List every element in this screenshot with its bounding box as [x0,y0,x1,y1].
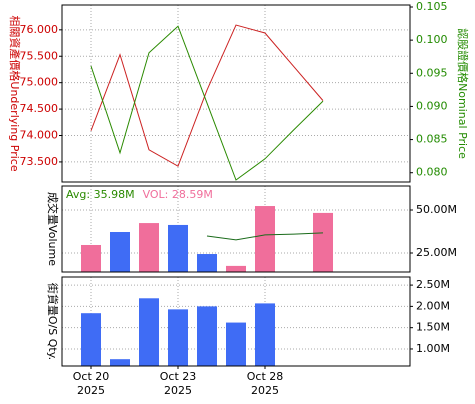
y-tick-label: 76.000 [20,23,59,36]
y2-axis-title: 認股證價格Nominal Price [456,28,470,159]
panel-frame [61,4,411,183]
x-tick-year: 2025 [77,384,105,397]
bar [226,265,246,272]
y2-tick-label: 0.095 [416,66,448,79]
avg-line [206,232,324,241]
y2-tick-label: 0.085 [416,133,448,146]
y-tick-label: 50.00M [416,203,457,216]
bar [139,223,159,272]
price-line [90,25,324,181]
x-tick-label: Oct 23 [160,370,197,383]
y-tick-label: 2.00M [416,299,450,312]
legend-entry: Avg: 35.98M [66,188,135,201]
price-line [90,24,324,167]
legend-entry: VOL: 28.59M [143,188,213,201]
bar [226,322,246,366]
bar [197,306,217,366]
bar [81,244,101,272]
x-tick-label: Oct 20 [73,370,110,383]
y-tick-label: 2.50M [416,278,450,291]
panel-frame [61,276,411,367]
y-tick-label: 75.000 [20,76,59,89]
y-tick-label: 73.500 [20,155,59,168]
bar [255,206,275,272]
y-tick-label: 25.00M [416,246,457,259]
x-tick-label: Oct 28 [247,370,284,383]
bar [139,298,159,366]
bar [110,359,130,366]
bar [81,313,101,366]
x-tick-year: 2025 [251,384,279,397]
y-tick-label: 74.500 [20,102,59,115]
bar [168,224,188,272]
y-tick-label: 75.500 [20,49,59,62]
y2-tick-label: 0.090 [416,99,448,112]
bar [168,309,188,366]
y-axis-title: 相關資產價格Underlying Price [8,15,22,171]
bar [197,254,217,272]
x-tick-year: 2025 [164,384,192,397]
y2-tick-label: 0.105 [416,0,448,13]
bar [255,303,275,366]
bar [313,212,333,272]
y2-tick-label: 0.080 [416,166,448,179]
y-axis-title: 街貨量O/S Qty. [46,283,60,360]
y2-tick-label: 0.100 [416,33,448,46]
bar [110,232,130,272]
panel-frame [61,185,411,273]
y-tick-label: 1.00M [416,342,450,355]
y-tick-label: 74.000 [20,129,59,142]
y-axis-title: 成交量Volume [46,192,60,266]
y-tick-label: 1.50M [416,321,450,334]
